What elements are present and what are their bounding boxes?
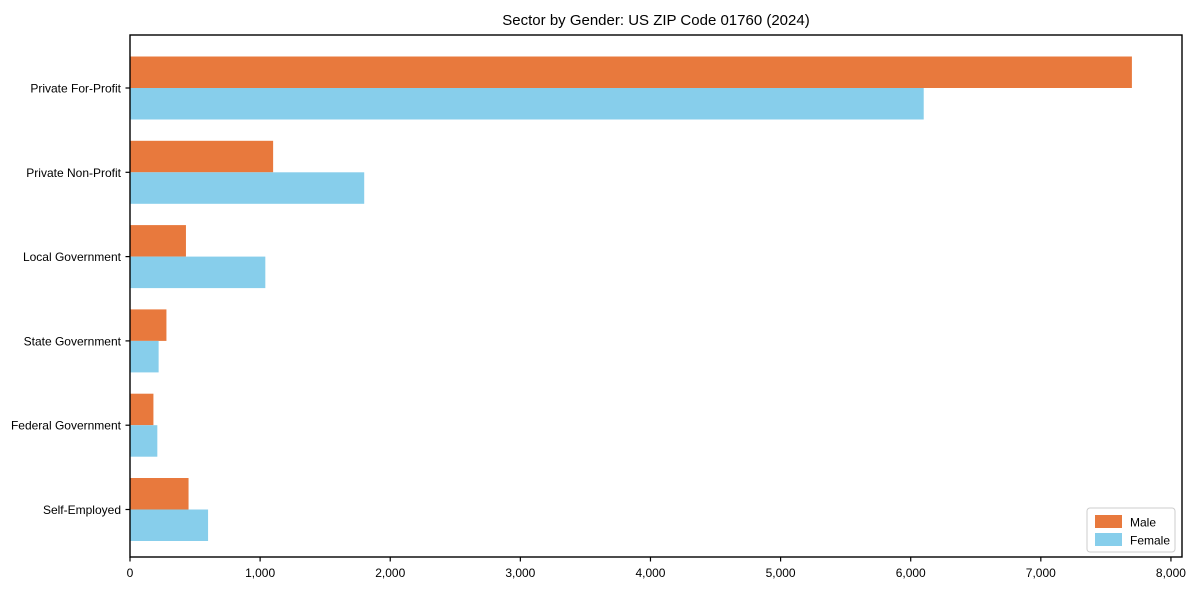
bar-male-private-non-profit — [130, 140, 274, 173]
x-tick-label-8000: 8,000 — [1156, 566, 1186, 580]
x-tick-label-0: 0 — [127, 566, 134, 580]
bar-male-self-employed — [130, 478, 189, 510]
legend-swatch-male — [1095, 515, 1122, 528]
bar-female-self-employed — [130, 509, 209, 541]
x-tick-label-5000: 5,000 — [766, 566, 796, 580]
y-category-label-state-government: State Government — [24, 334, 122, 348]
plot-border — [129, 34, 1183, 558]
bar-female-local-government — [130, 256, 266, 289]
x-tick-label-7000: 7,000 — [1026, 566, 1056, 580]
x-tick-label-3000: 3,000 — [505, 566, 535, 580]
bar-male-state-government — [130, 309, 167, 341]
bar-female-private-for-profit — [130, 88, 924, 120]
bar-female-private-non-profit — [130, 172, 365, 204]
legend-label-female: Female — [1130, 534, 1170, 548]
legend-swatch-female — [1095, 533, 1122, 546]
x-tick-label-4000: 4,000 — [635, 566, 665, 580]
chart-title: Sector by Gender: US ZIP Code 01760 (202… — [502, 12, 810, 29]
bar-female-federal-government — [130, 425, 158, 457]
y-category-label-federal-government: Federal Government — [11, 419, 122, 433]
x-tick-label-2000: 2,000 — [375, 566, 405, 580]
bar-female-state-government — [130, 340, 159, 373]
y-category-label-private-for-profit: Private For-Profit — [30, 82, 121, 96]
y-category-label-self-employed: Self-Employed — [43, 503, 121, 517]
legend-label-male: Male — [1130, 516, 1156, 530]
x-tick-label-6000: 6,000 — [896, 566, 926, 580]
bar-male-private-for-profit — [130, 56, 1132, 88]
x-tick-label-1000: 1,000 — [245, 566, 275, 580]
bar-male-federal-government — [130, 393, 154, 426]
bar-male-local-government — [130, 225, 186, 257]
y-category-label-private-non-profit: Private Non-Profit — [26, 166, 121, 180]
y-category-label-local-government: Local Government — [23, 250, 122, 264]
